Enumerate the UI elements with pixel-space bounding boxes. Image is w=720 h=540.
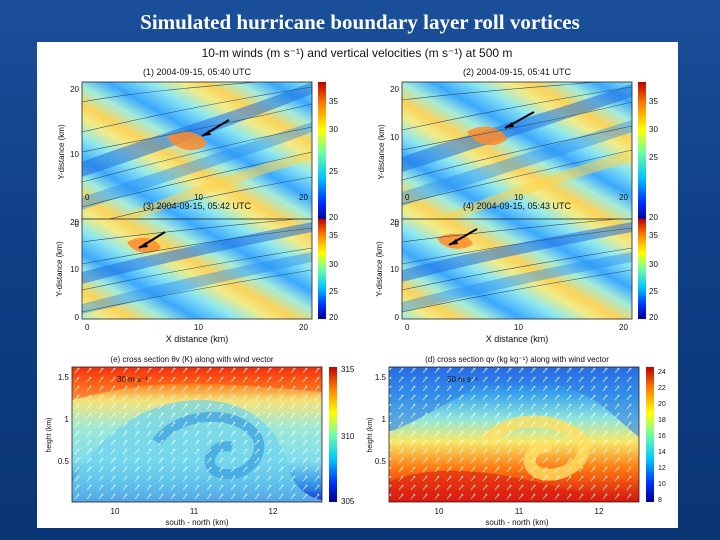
panel-2: (2) 2004-09-15, 05:41 UTC 20 25 30 35 0 … (377, 67, 658, 229)
cross-section-e-y-tick: 1 (65, 415, 70, 424)
panel-3-y-tick: 10 (70, 265, 79, 274)
panel-4-colorbar (638, 219, 646, 319)
panel-3-x-tick: 10 (194, 323, 203, 332)
panel-4-cb-tick: 25 (649, 287, 658, 296)
panel-1: (1) 2004-09-15, 05:40 UTC 20 25 30 35 0 … (57, 67, 338, 229)
cross-section-e-ylabel: height (km) (46, 417, 53, 452)
panel-1-cb-tick: 30 (329, 125, 338, 134)
panel-4-cb-tick: 35 (649, 231, 658, 240)
panel-4: (4) 2004-09-15, 05:43 UTC 20 25 30 35 0 … (375, 201, 658, 344)
figure-main-title: 10-m winds (m s⁻¹) and vertical velociti… (202, 46, 513, 60)
figure: 10-m winds (m s⁻¹) and vertical velociti… (37, 42, 678, 528)
panel-4-cb-tick: 30 (649, 260, 658, 269)
cross-section-d-cb-tick: 14 (658, 449, 666, 456)
panel-4-x-tick: 10 (514, 323, 523, 332)
panel-3: (3) 2004-09-15, 05:42 UTC 20 25 30 35 0 … (55, 201, 338, 344)
panel-2-y-tick: 20 (390, 85, 399, 94)
cross-section-e-x-tick: 11 (190, 507, 199, 516)
cross-section-d-xlabel: south - north (km) (485, 518, 548, 527)
cross-section-d-cb-tick: 12 (658, 465, 666, 472)
cross-section-d-cb-tick: 18 (658, 417, 666, 424)
cross-section-d-cb-tick: 16 (658, 433, 666, 440)
panel-4-y-tick: 20 (390, 218, 399, 227)
panel-4-title: (4) 2004-09-15, 05:43 UTC (463, 201, 572, 211)
cross-section-d: (d) cross section qv (kg kg⁻¹) along wit… (367, 355, 666, 527)
panel-2-cb-tick: 35 (649, 97, 658, 106)
cross-section-d-cb-tick: 22 (658, 385, 666, 392)
cross-section-e-cb-tick: 305 (341, 497, 355, 506)
panel-2-x-tick: 0 (405, 193, 410, 202)
panel-2-title: (2) 2004-09-15, 05:41 UTC (463, 67, 572, 77)
panel-2-y-tick: 10 (390, 133, 399, 142)
panel-2-colorbar (638, 82, 646, 222)
panel-3-xlabel: X distance (km) (166, 334, 229, 344)
cross-section-d-x-tick: 10 (435, 507, 444, 516)
cross-section-d-vector-label: 30 m s⁻¹ (447, 375, 478, 384)
panel-4-cb-tick: 20 (649, 313, 658, 322)
cross-section-e-vector-label: 30 m s⁻¹ (117, 375, 148, 384)
panel-3-cb-tick: 20 (329, 313, 338, 322)
cross-section-d-x-tick: 11 (515, 507, 524, 516)
panel-2-cb-tick: 20 (649, 213, 658, 222)
panel-1-cb-tick: 20 (329, 213, 338, 222)
panel-3-x-tick: 0 (85, 323, 90, 332)
cross-section-d-ylabel: height (km) (367, 417, 374, 452)
cross-section-e-y-tick: 0.5 (58, 457, 70, 466)
panel-2-x-tick: 10 (514, 193, 523, 202)
cross-section-d-title: (d) cross section qv (kg kg⁻¹) along wit… (425, 355, 609, 364)
cross-section-d-y-tick: 0.5 (375, 457, 387, 466)
panel-2-cb-tick: 30 (649, 125, 658, 134)
panel-3-cb-tick: 25 (329, 287, 338, 296)
panel-3-ylabel: Y-distance (km) (55, 241, 64, 297)
panel-1-y-tick: 20 (70, 85, 79, 94)
cross-section-d-cb-tick: 24 (658, 369, 666, 376)
cross-section-e-xlabel: south - north (km) (165, 518, 228, 527)
panel-3-cb-tick: 35 (329, 231, 338, 240)
cross-section-d-y-tick: 1 (382, 415, 387, 424)
panel-1-title: (1) 2004-09-15, 05:40 UTC (143, 67, 252, 77)
panel-4-x-tick: 20 (619, 323, 628, 332)
panel-4-y-tick: 10 (390, 265, 399, 274)
panel-3-colorbar (318, 219, 326, 319)
panel-1-y-tick: 10 (70, 150, 79, 159)
panel-1-x-tick: 20 (299, 193, 308, 202)
cross-section-e-x-tick: 12 (269, 507, 278, 516)
panel-3-y-tick: 20 (70, 218, 79, 227)
panel-4-y-tick: 0 (395, 313, 400, 322)
cross-section-e-y-tick: 1.5 (58, 373, 70, 382)
cross-section-e-cb-tick: 315 (341, 365, 355, 374)
cross-section-e-title: (e) cross section θv (K) along with wind… (110, 355, 274, 364)
panel-3-title: (3) 2004-09-15, 05:42 UTC (143, 201, 252, 211)
panel-3-x-tick: 20 (299, 323, 308, 332)
panel-4-x-tick: 0 (405, 323, 410, 332)
panel-4-xlabel: X distance (km) (486, 334, 549, 344)
panel-1-y-tick: 0 (75, 220, 80, 229)
panel-1-colorbar (318, 82, 326, 222)
cross-section-d-cb-tick: 8 (658, 497, 662, 504)
panel-3-cb-tick: 30 (329, 260, 338, 269)
panel-1-cb-tick: 35 (329, 97, 338, 106)
cross-section-d-colorbar (646, 367, 654, 502)
cross-section-e-colorbar (329, 367, 337, 502)
panel-2-cb-tick: 25 (649, 153, 658, 162)
cross-section-d-cb-tick: 10 (658, 481, 666, 488)
panel-4-ylabel: Y-distance (km) (375, 241, 384, 297)
panel-1-x-tick: 0 (85, 193, 90, 202)
slide-title: Simulated hurricane boundary layer roll … (140, 10, 580, 34)
cross-section-d-y-tick: 1.5 (375, 373, 387, 382)
cross-section-d-cb-tick: 20 (658, 401, 666, 408)
cross-section-e: (e) cross section θv (K) along with wind… (46, 355, 355, 527)
panel-2-x-tick: 20 (619, 193, 628, 202)
panel-2-ylabel: Y-distance (km) (377, 124, 386, 180)
panel-3-y-tick: 0 (75, 313, 80, 322)
cross-section-e-cb-tick: 310 (341, 432, 355, 441)
cross-section-e-x-tick: 10 (111, 507, 120, 516)
cross-section-d-x-tick: 12 (595, 507, 604, 516)
panel-1-cb-tick: 25 (329, 167, 338, 176)
panel-2-y-tick: 0 (395, 220, 400, 229)
panel-1-ylabel: Y-distance (km) (57, 124, 66, 180)
panel-1-x-tick: 10 (194, 193, 203, 202)
